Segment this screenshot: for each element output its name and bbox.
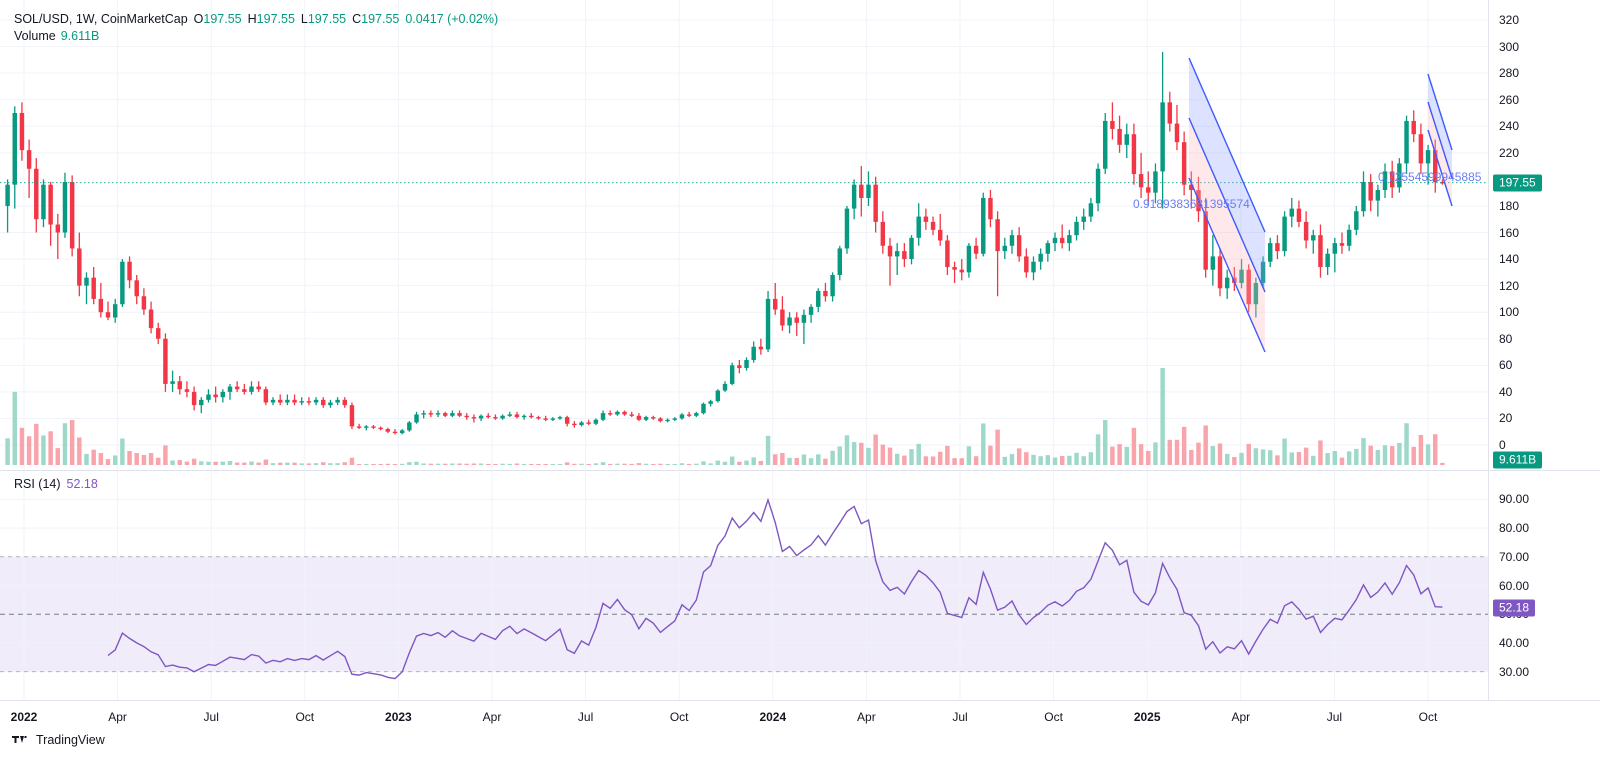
time-axis-tick: Oct (669, 710, 689, 724)
price-axis-tick: 300 (1499, 39, 1520, 54)
price-chart-svg (0, 0, 1488, 470)
current-rsi-tag[interactable]: 52.18 (1493, 599, 1536, 617)
time-axis-tick: Oct (295, 710, 315, 724)
price-axis-tick: 60 (1499, 358, 1513, 373)
rsi-axis-tick: 40.00 (1499, 635, 1530, 650)
rsi-axis-tick: 60.00 (1499, 578, 1530, 593)
time-axis-tick: 2025 (1133, 710, 1161, 724)
price-axis-tick: 140 (1499, 252, 1520, 267)
time-axis-tick: Apr (482, 710, 502, 724)
axis-divider (1488, 0, 1489, 700)
current-price-tag[interactable]: 197.55 (1493, 174, 1542, 192)
time-axis-tick: Jul (577, 710, 594, 724)
price-axis-tick: 280 (1499, 66, 1520, 81)
price-axis-tick: 80 (1499, 331, 1513, 346)
pane-divider (0, 470, 1600, 471)
time-axis-tick: Oct (1418, 710, 1438, 724)
price-axis[interactable]: 320 300 280 260 240 220 180 160 140 120 100 80 60 40 2… (1489, 0, 1600, 470)
price-axis-tick: 0 (1499, 438, 1506, 452)
time-axis-tick: Jul (1326, 710, 1343, 724)
price-axis-tick: 180 (1499, 198, 1520, 213)
price-axis-tick: 240 (1499, 119, 1520, 134)
rsi-axis-tick: 30.00 (1499, 664, 1530, 679)
tradingview-branding[interactable]: TradingView (12, 733, 105, 747)
rsi-chart-svg (0, 471, 1488, 700)
time-axis-tick: 2022 (10, 710, 38, 724)
price-axis-tick: 120 (1499, 278, 1520, 293)
time-axis-tick: 2024 (759, 710, 787, 724)
price-axis-tick: 40 (1499, 384, 1513, 399)
time-axis-tick: Jul (203, 710, 219, 724)
current-volume-tag[interactable]: 9.611B (1493, 451, 1543, 469)
rsi-axis-tick: 80.00 (1499, 521, 1530, 536)
time-axis-tick: Jul (952, 710, 968, 724)
price-axis-tick: 260 (1499, 92, 1520, 107)
price-axis-tick: 20 (1499, 411, 1513, 426)
tradingview-logo-icon (12, 736, 27, 743)
time-axis-tick: Apr (857, 710, 876, 724)
time-axis[interactable]: 2022 Apr Jul Oct 2023 Apr Jul Oct 2024 Apr Jul Oct 2… (0, 701, 1488, 729)
rsi-axis-tick: 70.00 (1499, 549, 1530, 564)
time-axis-tick: Apr (108, 710, 127, 724)
price-chart-pane[interactable] (0, 0, 1488, 470)
rsi-axis-tick: 90.00 (1499, 492, 1530, 507)
price-axis-tick: 160 (1499, 225, 1520, 240)
price-axis-tick: 100 (1499, 305, 1520, 320)
time-axis-tick: 2023 (385, 710, 412, 724)
rsi-indicator-pane[interactable] (0, 471, 1488, 700)
time-axis-divider (0, 700, 1600, 701)
price-axis-tick: 220 (1499, 145, 1520, 160)
price-axis-tick: 320 (1499, 13, 1520, 27)
tradingview-label: TradingView (36, 733, 105, 747)
time-axis-tick: Apr (1231, 710, 1251, 724)
time-axis-tick: Oct (1044, 710, 1063, 724)
